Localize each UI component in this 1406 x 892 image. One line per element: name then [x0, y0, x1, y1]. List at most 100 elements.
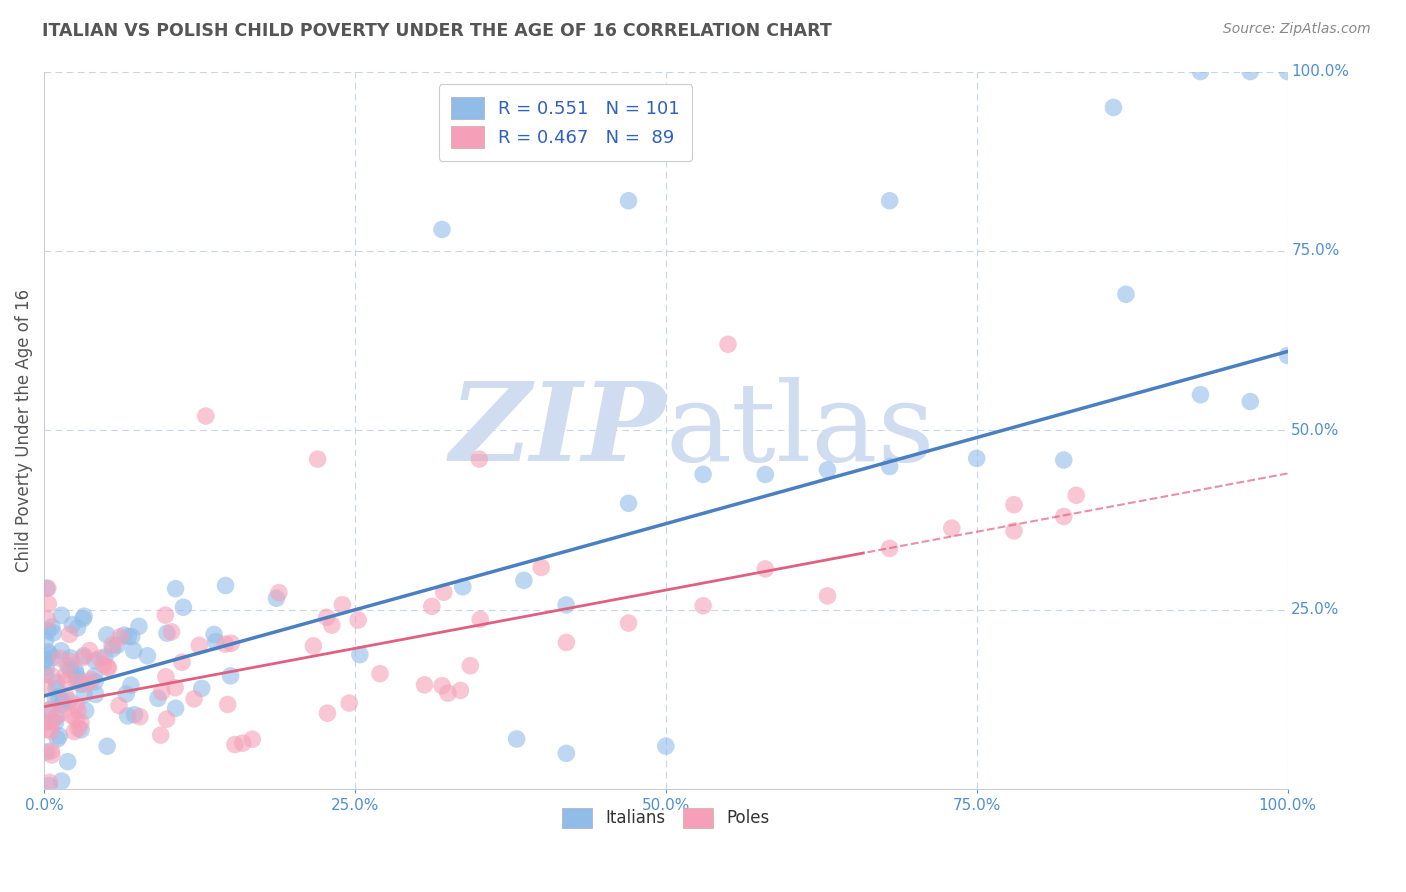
Point	[34, 667, 56, 681]
Point	[172, 600, 194, 615]
Point	[617, 616, 640, 631]
Point	[72, 650, 94, 665]
Point	[302, 639, 325, 653]
Point	[349, 648, 371, 662]
Point	[51, 608, 73, 623]
Point	[37, 645, 59, 659]
Point	[879, 541, 901, 556]
Legend: Italians, Poles: Italians, Poles	[555, 801, 776, 835]
Point	[155, 670, 177, 684]
Point	[267, 585, 290, 599]
Point	[39, 702, 62, 716]
Point	[105, 638, 128, 652]
Point	[35, 745, 58, 759]
Point	[217, 698, 239, 712]
Point	[56, 673, 79, 688]
Point	[1002, 498, 1025, 512]
Point	[321, 618, 343, 632]
Point	[307, 452, 329, 467]
Point	[337, 696, 360, 710]
Point	[224, 738, 246, 752]
Point	[1277, 349, 1299, 363]
Point	[219, 669, 242, 683]
Point	[49, 706, 72, 721]
Point	[555, 598, 578, 612]
Point	[437, 686, 460, 700]
Point	[149, 728, 172, 742]
Point	[190, 681, 212, 696]
Point	[37, 597, 59, 611]
Point	[39, 724, 62, 739]
Point	[108, 698, 131, 713]
Point	[60, 655, 83, 669]
Point	[38, 648, 60, 662]
Point	[115, 687, 138, 701]
Point	[966, 451, 988, 466]
Point	[155, 608, 177, 623]
Point	[41, 747, 63, 762]
Point	[617, 496, 640, 510]
Point	[59, 663, 82, 677]
Point	[451, 580, 474, 594]
Point	[45, 715, 67, 730]
Point	[1115, 287, 1137, 301]
Point	[1002, 524, 1025, 538]
Point	[55, 668, 77, 682]
Point	[70, 715, 93, 730]
Point	[75, 704, 97, 718]
Point	[112, 628, 135, 642]
Point	[51, 644, 73, 658]
Point	[49, 651, 72, 665]
Point	[89, 651, 111, 665]
Point	[65, 667, 87, 681]
Text: ITALIAN VS POLISH CHILD POVERTY UNDER THE AGE OF 16 CORRELATION CHART: ITALIAN VS POLISH CHILD POVERTY UNDER TH…	[42, 22, 832, 40]
Point	[65, 664, 87, 678]
Point	[91, 657, 114, 672]
Point	[160, 624, 183, 639]
Point	[430, 679, 453, 693]
Text: atlas: atlas	[666, 377, 935, 483]
Point	[97, 661, 120, 675]
Point	[330, 598, 353, 612]
Point	[66, 621, 89, 635]
Point	[35, 652, 58, 666]
Point	[117, 630, 139, 644]
Point	[232, 736, 254, 750]
Point	[65, 698, 87, 712]
Point	[214, 578, 236, 592]
Point	[34, 653, 56, 667]
Point	[66, 675, 89, 690]
Point	[1239, 394, 1261, 409]
Point	[240, 732, 263, 747]
Point	[38, 779, 60, 793]
Point	[83, 669, 105, 683]
Point	[315, 610, 337, 624]
Point	[72, 612, 94, 626]
Point	[368, 666, 391, 681]
Point	[505, 731, 527, 746]
Point	[38, 703, 60, 717]
Point	[42, 625, 65, 640]
Point	[101, 641, 124, 656]
Point	[45, 681, 67, 696]
Point	[34, 679, 56, 693]
Point	[879, 459, 901, 474]
Point	[1277, 64, 1299, 78]
Point	[52, 695, 75, 709]
Point	[879, 194, 901, 208]
Point	[165, 681, 187, 695]
Point	[420, 599, 443, 614]
Point	[97, 660, 120, 674]
Point	[1102, 100, 1125, 114]
Point	[44, 691, 66, 706]
Point	[165, 582, 187, 596]
Point	[80, 673, 103, 687]
Point	[430, 222, 453, 236]
Point	[817, 463, 839, 477]
Point	[51, 774, 73, 789]
Point	[41, 669, 63, 683]
Text: 75.0%: 75.0%	[1291, 244, 1340, 259]
Point	[122, 643, 145, 657]
Point	[513, 574, 536, 588]
Point	[413, 678, 436, 692]
